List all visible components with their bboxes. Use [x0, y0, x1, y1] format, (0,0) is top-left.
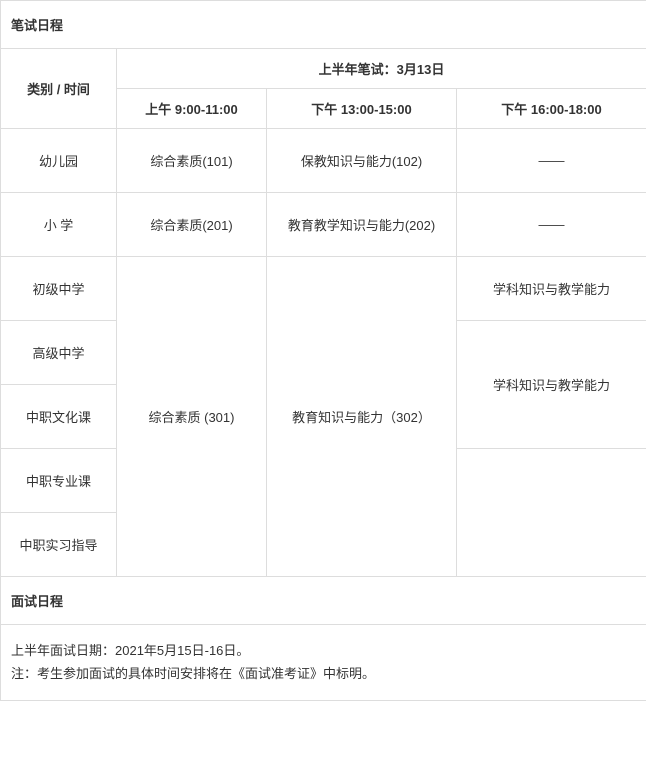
kindergarten-col2: 保教知识与能力(102)	[267, 129, 457, 193]
junior-high-col3: 学科知识与教学能力	[457, 257, 646, 321]
interview-title: 面试日程	[1, 577, 646, 625]
senior-high-label: 高级中学	[1, 321, 117, 385]
exam-date-header: 上半年笔试：3月13日	[117, 49, 646, 89]
interview-line2: 注：考生参加面试的具体时间安排将在《面试准考证》中标明。	[11, 662, 636, 685]
merged-col2-302: 教育知识与能力（302）	[267, 257, 457, 577]
kindergarten-col1: 综合素质(101)	[117, 129, 267, 193]
interview-line1: 上半年面试日期：2021年5月15日-16日。	[11, 639, 636, 662]
row-primary: 小 学 综合素质(201) 教育教学知识与能力(202) ——	[1, 193, 646, 257]
junior-high-label: 初级中学	[1, 257, 117, 321]
schedule-table: 笔试日程 类别 / 时间 上半年笔试：3月13日 上午 9:00-11:00 下…	[0, 0, 646, 701]
senior-vocational-col3: 学科知识与教学能力	[457, 321, 646, 449]
row-junior-high: 初级中学 综合素质 (301) 教育知识与能力（302） 学科知识与教学能力	[1, 257, 646, 321]
primary-label: 小 学	[1, 193, 117, 257]
time-slot-1: 上午 9:00-11:00	[117, 89, 267, 129]
interview-details: 上半年面试日期：2021年5月15日-16日。 注：考生参加面试的具体时间安排将…	[1, 625, 646, 701]
vocational-major-intern-col3	[457, 449, 646, 577]
merged-col1-301: 综合素质 (301)	[117, 257, 267, 577]
primary-col1: 综合素质(201)	[117, 193, 267, 257]
category-time-header: 类别 / 时间	[1, 49, 117, 129]
kindergarten-label: 幼儿园	[1, 129, 117, 193]
row-kindergarten: 幼儿园 综合素质(101) 保教知识与能力(102) ——	[1, 129, 646, 193]
time-slot-3: 下午 16:00-18:00	[457, 89, 646, 129]
vocational-culture-label: 中职文化课	[1, 385, 117, 449]
time-slot-2: 下午 13:00-15:00	[267, 89, 457, 129]
written-title: 笔试日程	[1, 1, 646, 49]
primary-col2: 教育教学知识与能力(202)	[267, 193, 457, 257]
exam-date-row: 类别 / 时间 上半年笔试：3月13日	[1, 49, 646, 89]
written-title-row: 笔试日程	[1, 1, 646, 49]
kindergarten-col3: ——	[457, 129, 646, 193]
primary-col3: ——	[457, 193, 646, 257]
interview-detail-row: 上半年面试日期：2021年5月15日-16日。 注：考生参加面试的具体时间安排将…	[1, 625, 646, 701]
vocational-major-label: 中职专业课	[1, 449, 117, 513]
vocational-intern-label: 中职实习指导	[1, 513, 117, 577]
interview-title-row: 面试日程	[1, 577, 646, 625]
